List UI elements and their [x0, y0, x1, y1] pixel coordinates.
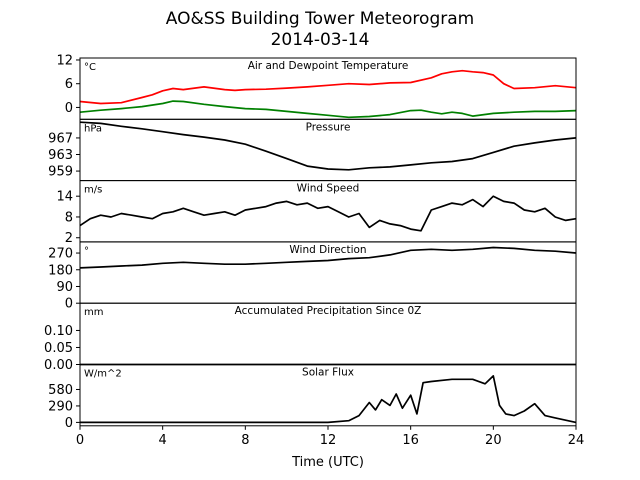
- y-tick-label-wdir-3: 0: [65, 297, 73, 312]
- panel-title-solar: Solar Flux: [302, 367, 354, 379]
- y-tick-label-temp-1: 6: [65, 77, 73, 92]
- x-tick-label-2: 8: [241, 433, 249, 448]
- y-tick-label-temp-0: 12: [56, 53, 73, 68]
- y-tick-label-precip-1: 0.05: [44, 341, 73, 356]
- x-axis-label: Time (UTC): [291, 455, 364, 470]
- panels-group: 12 6 0 °C Air and Dewpoint Temperature 967 963…: [44, 53, 577, 431]
- series-line-wdir-0: [79, 246, 577, 269]
- panel-pressure: 967 963 959 hPa Pressure: [48, 118, 577, 182]
- panel-temp: 12 6 0 °C Air and Dewpoint Temperature: [56, 53, 577, 120]
- chart-title: AO&SS Building Tower Meteorogram: [166, 9, 474, 29]
- series-line-temp-1: [79, 100, 577, 119]
- y-tick-label-wspd-2: 2: [65, 231, 73, 246]
- series-line-solar-0: [80, 375, 577, 424]
- x-tick-label-4: 16: [402, 433, 419, 448]
- series-line-temp-0: [79, 69, 577, 105]
- x-tick-label-6: 24: [568, 433, 585, 448]
- y-tick-label-wdir-1: 180: [48, 263, 73, 278]
- panel-title-wdir: Wind Direction: [289, 244, 366, 256]
- y-tick-label-pressure-0: 967: [48, 131, 73, 146]
- series-line-wspd-0: [79, 195, 577, 232]
- y-tick-label-precip-2: 0.00: [44, 358, 73, 373]
- panel-title-precip: Accumulated Precipitation Since 0Z: [235, 305, 422, 317]
- panel-title-wspd: Wind Speed: [297, 183, 360, 195]
- y-tick-label-solar-2: 0: [65, 416, 73, 431]
- panel-title-pressure: Pressure: [306, 121, 351, 133]
- y-tick-label-solar-1: 290: [48, 399, 73, 414]
- panel-precip: 0.10 0.05 0.00 mm Accumulated Precipitation …: [44, 302, 577, 373]
- x-axis: 0 4 8 12 16 20 24: [76, 425, 585, 448]
- y-tick-label-temp-2: 0: [65, 101, 73, 116]
- y-tick-label-wspd-1: 8: [65, 210, 73, 225]
- x-tick-label-0: 0: [76, 433, 84, 448]
- panel-title-temp: Air and Dewpoint Temperature: [248, 60, 409, 72]
- y-tick-label-wdir-0: 270: [48, 247, 73, 262]
- unit-label-temp: °C: [84, 62, 96, 73]
- y-tick-label-wspd-0: 14: [56, 190, 73, 205]
- y-tick-label-pressure-1: 963: [48, 148, 73, 163]
- x-tick-label-5: 20: [485, 433, 502, 448]
- unit-label-wdir: °: [84, 246, 89, 257]
- unit-label-precip: mm: [84, 307, 103, 318]
- y-tick-label-pressure-2: 959: [48, 165, 73, 180]
- series-line-pressure-0: [79, 121, 577, 171]
- x-tick-label-1: 4: [159, 433, 167, 448]
- chart-subtitle: 2014-03-14: [271, 30, 370, 50]
- y-tick-label-solar-0: 580: [48, 383, 73, 398]
- unit-label-solar: W/m^2: [84, 369, 122, 380]
- unit-label-pressure: hPa: [84, 123, 102, 134]
- x-tick-label-3: 12: [320, 433, 337, 448]
- unit-label-wspd: m/s: [84, 185, 102, 196]
- y-tick-label-precip-0: 0.10: [44, 324, 73, 339]
- y-tick-label-wdir-2: 90: [56, 280, 73, 295]
- panel-wspd: 14 8 2 m/s Wind Speed: [56, 180, 577, 246]
